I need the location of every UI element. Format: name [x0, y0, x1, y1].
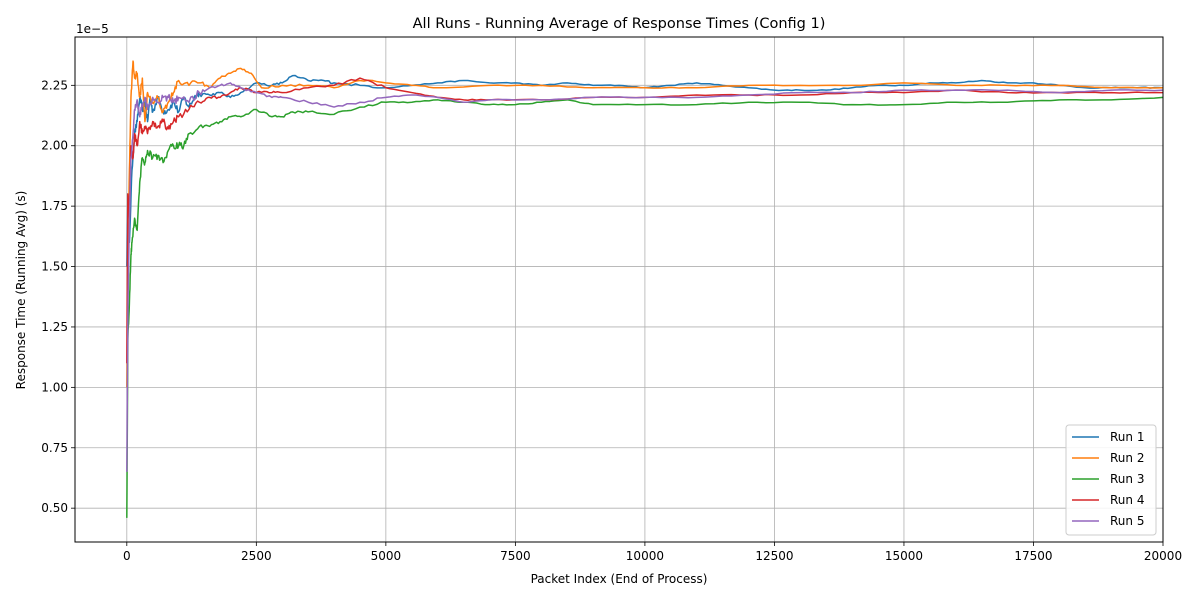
- y-tick-label: 2.25: [41, 78, 68, 92]
- y-tick-label: 0.75: [41, 441, 68, 455]
- y-axis-offset-label: 1e−5: [76, 22, 109, 36]
- legend-label: Run 2: [1110, 451, 1144, 465]
- y-tick-label: 0.50: [41, 501, 68, 515]
- x-tick-label: 0: [123, 549, 131, 563]
- y-tick-label: 1.00: [41, 380, 68, 394]
- y-tick-label: 2.00: [41, 139, 68, 153]
- chart-title: All Runs - Running Average of Response T…: [413, 16, 826, 32]
- plot-area-frame: [74, 36, 1164, 543]
- y-tick-label: 1.25: [41, 320, 68, 334]
- x-tick-label: 20000: [1144, 549, 1182, 563]
- x-tick-label: 17500: [1014, 549, 1052, 563]
- x-tick-label: 12500: [755, 549, 793, 563]
- legend-label: Run 4: [1110, 493, 1144, 507]
- y-tick-label: 1.75: [41, 199, 68, 213]
- x-tick-label: 5000: [371, 549, 402, 563]
- y-tick-label: 1.50: [41, 260, 68, 274]
- series-line-run-3: [126, 96, 1164, 518]
- x-axis-label: Packet Index (End of Process): [531, 572, 708, 586]
- legend-label: Run 1: [1110, 430, 1144, 444]
- legend-box: [1065, 424, 1157, 536]
- y-axis-label: Response Time (Running Avg) (s): [14, 191, 28, 390]
- x-tick-label: 15000: [885, 549, 923, 563]
- series-lines: [126, 60, 1164, 518]
- axis-ticks: 0 2500 5000 7500 10000 12500 15000 17500 20000 0.…: [41, 78, 1182, 563]
- grid-lines: [75, 37, 1164, 542]
- legend: Run 1 Run 2 Run 3 Run 4 Run 5: [1065, 424, 1157, 536]
- x-tick-label: 10000: [626, 549, 664, 563]
- series-line-run-5: [126, 82, 1164, 472]
- legend-label: Run 3: [1110, 472, 1144, 486]
- series-line-run-2: [126, 60, 1164, 388]
- x-tick-label: 2500: [241, 549, 272, 563]
- legend-label: Run 5: [1110, 514, 1144, 528]
- x-tick-label: 7500: [500, 549, 531, 563]
